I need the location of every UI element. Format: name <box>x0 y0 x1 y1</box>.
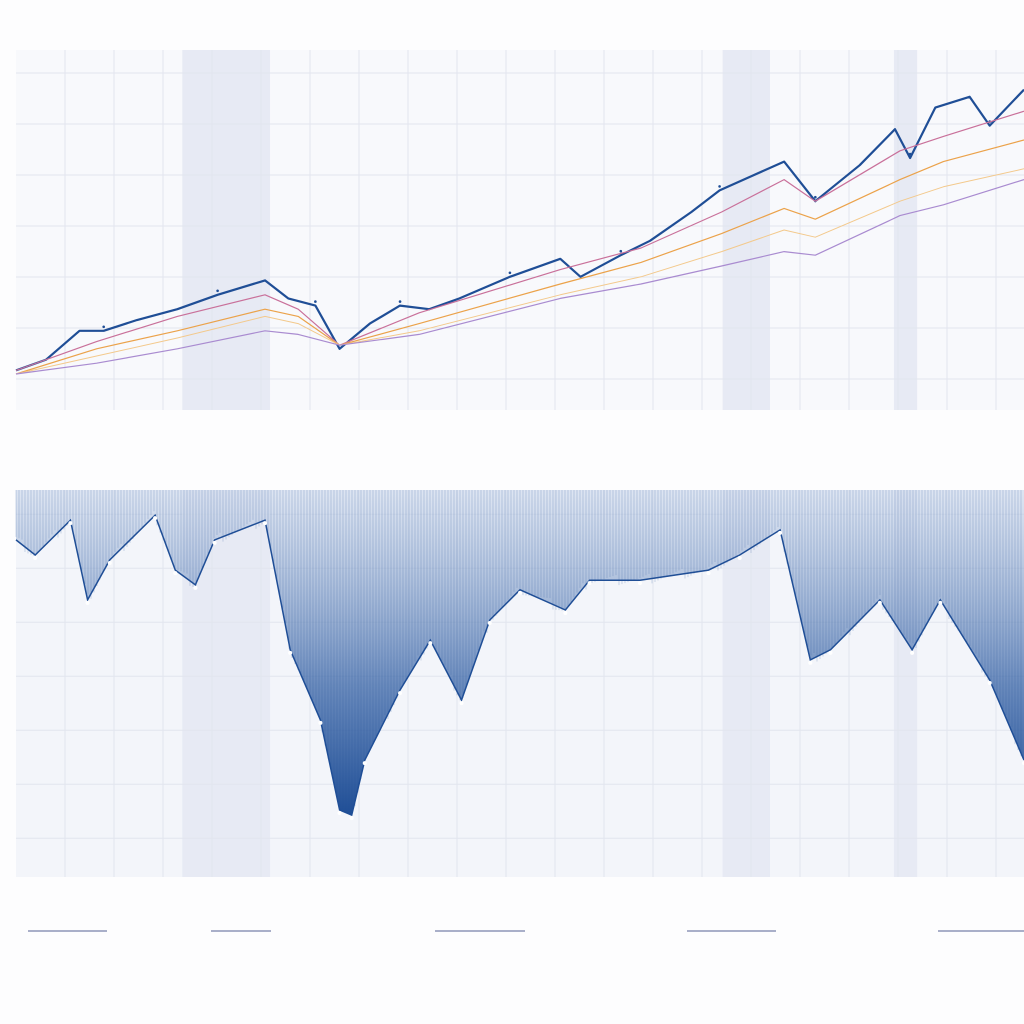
peak-marker <box>908 152 912 156</box>
trough-marker <box>778 530 783 535</box>
trough-marker <box>938 600 943 605</box>
trough-marker <box>428 641 433 646</box>
trough-marker <box>637 581 642 586</box>
peak-marker <box>814 195 817 199</box>
peak-marker <box>619 249 623 253</box>
trough-marker <box>706 571 711 576</box>
peak-marker <box>718 185 721 188</box>
series-line-0 <box>15 88 1024 372</box>
trough-marker <box>153 516 158 521</box>
trough-marker <box>337 811 342 816</box>
trough-marker <box>33 556 38 561</box>
trough-marker <box>107 561 112 566</box>
trough-marker <box>587 581 592 586</box>
trough-marker <box>737 556 742 561</box>
trough-marker <box>318 720 323 725</box>
shaded-region <box>182 50 271 410</box>
trough-marker <box>987 681 992 686</box>
trough-marker <box>459 701 464 706</box>
shaded-region <box>893 50 918 410</box>
drawdown-spikes <box>15 490 1022 810</box>
trough-marker <box>262 521 267 526</box>
peak-marker <box>216 289 219 293</box>
peak-marker <box>508 271 512 275</box>
peak-marker <box>398 300 402 303</box>
trough-marker <box>349 816 354 821</box>
trough-marker <box>910 650 915 655</box>
trough-marker <box>518 590 522 595</box>
series-line-2 <box>15 139 1024 375</box>
drawdown-panel <box>15 490 1024 877</box>
trough-marker <box>563 610 568 615</box>
plot-background <box>16 50 1024 410</box>
trough-marker <box>828 650 833 655</box>
peak-marker <box>102 325 105 329</box>
price-panel <box>15 50 1024 410</box>
series-line-1 <box>15 110 1024 371</box>
trough-marker <box>487 621 492 626</box>
trough-marker <box>173 571 178 576</box>
drawdown-line <box>15 513 1024 817</box>
peak-marker <box>314 300 317 303</box>
trough-marker <box>193 585 198 590</box>
trough-marker <box>362 761 367 766</box>
series-line-3 <box>15 168 1024 375</box>
trough-marker <box>68 521 73 526</box>
trough-marker <box>398 691 403 696</box>
trough-marker <box>212 540 217 545</box>
trough-marker <box>85 600 90 605</box>
trough-marker <box>808 660 813 665</box>
trough-marker <box>288 650 293 655</box>
series-line-4 <box>15 179 1024 375</box>
trough-marker <box>877 600 882 605</box>
drawdown-area <box>16 490 1024 816</box>
